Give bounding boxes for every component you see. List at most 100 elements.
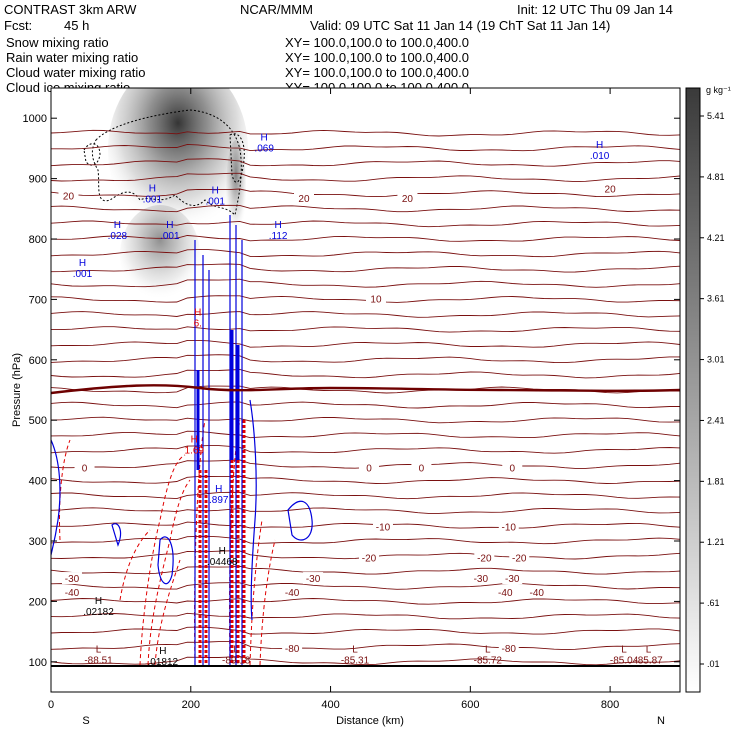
isotherm-line	[51, 369, 680, 379]
y-tick-label: 700	[29, 294, 47, 306]
isotherm-line	[51, 416, 680, 424]
plot-frame	[50, 87, 681, 693]
extremum-marker: H	[95, 596, 102, 607]
isotherm-label: -80	[285, 644, 300, 655]
isotherm-label: -30	[505, 574, 520, 585]
field-xy-cloud-water: XY= 100.0,100.0 to 100.0,400.0	[285, 65, 469, 80]
isotherm-line	[51, 507, 680, 514]
extremum-value: .069	[254, 143, 274, 154]
isotherm-line	[51, 626, 680, 635]
extremum-marker: L	[485, 645, 491, 656]
label-backdrop	[58, 189, 79, 202]
model-title: CONTRAST 3km ARW	[4, 2, 137, 17]
isotherm-line	[51, 220, 680, 228]
isotherm-label: 10	[370, 294, 382, 305]
y-tick-label: 900	[29, 174, 47, 186]
north-label: N	[657, 715, 665, 727]
extremum-value: -88.51	[84, 656, 113, 667]
extremum-marker: H	[275, 220, 282, 231]
isotherm-label: -20	[512, 554, 527, 565]
isotherm-line	[51, 129, 680, 137]
y-tick-label: 100	[29, 657, 47, 669]
y-tick-label: 600	[29, 355, 47, 367]
cloud-water-contours	[51, 215, 313, 665]
label-backdrop	[526, 585, 547, 598]
x-tick-label: 400	[321, 699, 339, 711]
isotherm-line	[51, 641, 680, 651]
isotherm-label: -40	[498, 588, 513, 599]
isotherm-line	[51, 339, 680, 348]
label-backdrop	[74, 461, 95, 474]
isotherm-line	[51, 143, 680, 152]
isotherm-label: 20	[402, 194, 414, 205]
extremum-value: .112	[269, 231, 288, 242]
isotherm-line	[51, 278, 680, 288]
extremum-marker: H	[261, 132, 268, 143]
isotherm-line	[51, 521, 680, 529]
isotherm-label: -30	[474, 574, 489, 585]
isotherm-line	[51, 311, 680, 318]
isotherm-line	[51, 354, 680, 364]
x-tick-label: 0	[48, 699, 54, 711]
extremum-value: .001	[160, 231, 180, 242]
isotherm-label: -40	[530, 588, 545, 599]
label-backdrop	[61, 585, 82, 598]
isotherm-label: 0	[82, 464, 88, 475]
high-low-labels: L-88.51L-89.18L-85.31L-85.72L-85.04L-85.…	[73, 132, 663, 667]
label-backdrop	[502, 461, 523, 474]
isotherm-label: -80	[502, 644, 517, 655]
isotherm-label: -30	[65, 574, 80, 585]
forecast-hour: 45 h	[64, 18, 89, 33]
colorbar-units: g kg⁻¹	[706, 85, 731, 95]
extremum-marker: L	[646, 645, 652, 656]
extremum-value: .01812	[148, 657, 179, 668]
extremum-value: .02182	[83, 607, 114, 618]
snow-shading	[108, 88, 248, 305]
x-tick-label: 200	[182, 699, 200, 711]
label-backdrop	[282, 642, 303, 655]
extremum-value: .897	[209, 495, 229, 506]
isotherm-line	[51, 172, 680, 183]
extremum-marker: H	[191, 434, 198, 445]
isotherm-line	[51, 188, 680, 198]
init-time: Init: 12 UTC Thu 09 Jan 14	[517, 2, 673, 17]
colorbar-tick-label: 1.81	[707, 476, 725, 486]
isotherm-label: 20	[63, 192, 75, 203]
label-backdrop	[498, 642, 519, 655]
label-backdrop	[61, 572, 82, 585]
isotherm-line	[51, 263, 680, 273]
isotherm-line	[51, 612, 680, 620]
colorbar-tick-label: 5.41	[707, 111, 725, 121]
label-backdrop	[372, 520, 393, 533]
colorbar-tick-label: .01	[707, 659, 720, 669]
extremum-marker: H	[166, 220, 173, 231]
colorbar-tick-label: 4.21	[707, 233, 725, 243]
isotherm-line	[51, 295, 680, 303]
isotherm-line	[51, 401, 680, 409]
y-axis-label: Pressure (hPa)	[11, 353, 23, 427]
extremum-value: -85.31	[341, 656, 370, 667]
isotherm-label: 20	[605, 184, 617, 195]
isotherm-label: 0	[419, 464, 425, 475]
isotherm-label: -30	[306, 574, 321, 585]
extremum-marker: H	[219, 546, 226, 557]
extremum-value: 6.	[194, 319, 202, 330]
x-axis-label: Distance (km)	[336, 715, 404, 727]
field-xy-snow: XY= 100.0,100.0 to 100.0,400.0	[285, 35, 469, 50]
colorbar	[685, 87, 701, 693]
extremum-value: .010	[590, 151, 610, 162]
label-backdrop	[502, 572, 523, 585]
extremum-value: -89.18	[222, 656, 251, 667]
isotherm-line	[51, 565, 680, 575]
isotherm-label: 0	[509, 464, 515, 475]
y-tick-label: 400	[29, 476, 47, 488]
rain-heavy-columns	[198, 420, 246, 665]
field-xy-rain: XY= 100.0,100.0 to 100.0,400.0	[285, 50, 469, 65]
field-label-cloud-water: Cloud water mixing ratio	[6, 65, 145, 80]
y-tick-label: 800	[29, 234, 47, 246]
label-backdrop	[397, 192, 418, 205]
x-tick-label: 600	[461, 699, 479, 711]
label-backdrop	[495, 585, 516, 598]
extremum-value: -85.87	[634, 656, 663, 667]
